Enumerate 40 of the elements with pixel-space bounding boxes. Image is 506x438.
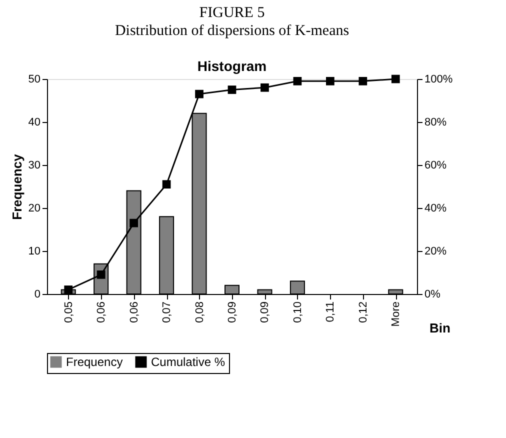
y-tick-label: 50 [28, 74, 40, 86]
y-tick-label: 10 [28, 246, 40, 258]
legend-label: Cumulative % [151, 355, 226, 369]
y-tick-label: 30 [28, 160, 40, 172]
point [228, 86, 236, 94]
legend-label: Frequency [66, 355, 123, 369]
y-tick-label: 20 [28, 202, 40, 214]
x-axis-title: Bin [430, 320, 450, 336]
y-axis-title: Frequency [9, 153, 24, 220]
y2-tick-label: 80% [424, 116, 447, 128]
y2-tick-label: 0% [424, 288, 441, 300]
x-tick-label: 0,06 [96, 302, 108, 323]
point [130, 218, 138, 228]
x-tick-label: 0,12 [357, 302, 370, 323]
y2-tick-label: 20% [424, 246, 447, 258]
y2-tick-label: 40% [424, 202, 447, 214]
x-tick-label: More [390, 302, 402, 327]
chart-title: FIGURE 5 [199, 5, 265, 21]
point [391, 74, 400, 84]
y2-tick-label: 60% [424, 160, 447, 172]
y2-tick-label: 100% [424, 74, 453, 86]
x-tick-label: 0,07 [161, 302, 174, 323]
x-tick-label: 0,06 [128, 302, 140, 323]
point [326, 76, 334, 86]
point [64, 286, 73, 294]
x-tick-label: 0,09 [259, 302, 272, 323]
point [260, 83, 269, 92]
point [293, 76, 302, 86]
y-tick-label: 0 [34, 288, 40, 300]
point [195, 90, 204, 98]
chart-subtitle: Distribution of dispersions of K-means [114, 23, 350, 39]
point [358, 76, 368, 86]
x-tick-label: 0,09 [226, 302, 238, 323]
x-tick-label: 0,05 [62, 302, 75, 323]
x-tick-label: 0,08 [194, 302, 206, 323]
y-tick-label: 40 [28, 116, 40, 128]
point [162, 180, 171, 189]
text: Histogram [197, 58, 267, 74]
x-tick-label: 0,11 [324, 302, 337, 322]
x-tick-label: 0,10 [292, 302, 304, 323]
